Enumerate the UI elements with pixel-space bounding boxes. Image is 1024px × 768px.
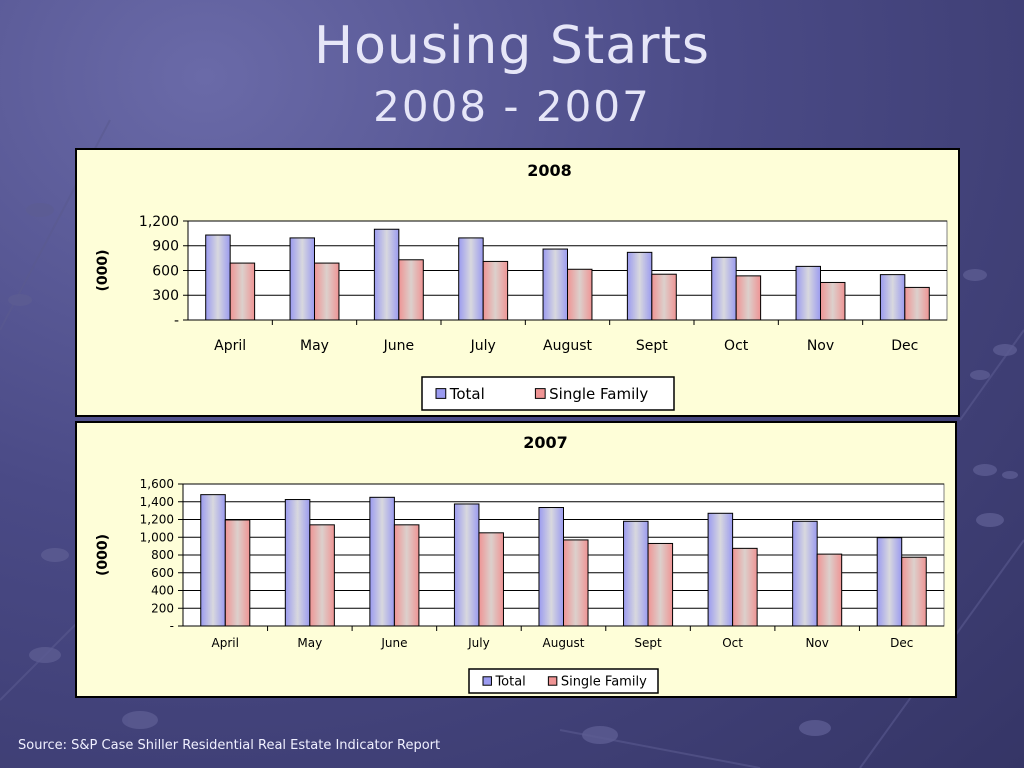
x-tick-label: Sept: [634, 636, 662, 650]
chart-panel-2008: 2008 - 300 600 900 1,200 (000) April May June July…: [75, 148, 960, 417]
x-tick-label: Dec: [891, 338, 918, 354]
legend-label-single-family: Single Family: [561, 675, 647, 690]
legend-swatch-total: [435, 388, 447, 399]
y-tick-label: 400: [151, 584, 174, 598]
bar-single-family: [563, 539, 589, 627]
bar-total: [792, 520, 818, 627]
y-tick-label: 1,200: [139, 214, 179, 230]
x-tick-label: August: [543, 338, 593, 354]
legend-swatch-single-family: [534, 388, 546, 399]
y-tick-label: 200: [151, 601, 174, 615]
bar-total: [626, 251, 653, 321]
x-tick-label: May: [297, 636, 322, 650]
bar-total: [711, 256, 737, 321]
bar-single-family: [398, 259, 424, 321]
bar-total: [542, 248, 569, 321]
bar-total: [795, 265, 822, 321]
bar-single-family: [647, 542, 674, 627]
bar-single-family: [904, 286, 930, 321]
bar-total: [369, 496, 395, 627]
x-tick-label: Oct: [722, 636, 743, 650]
bar-single-family: [651, 273, 677, 321]
chart-2008: 2008 - 300 600 900 1,200 (000) April May June July…: [95, 161, 948, 411]
bar-total: [200, 494, 226, 627]
bar-single-family: [816, 553, 843, 627]
bar-single-family: [482, 260, 509, 321]
x-tick-label: Nov: [805, 636, 828, 650]
legend-label-total: Total: [449, 385, 485, 403]
y-tick-label: 300: [152, 288, 179, 304]
bar-single-family: [393, 524, 420, 627]
bar-total: [876, 537, 903, 627]
y-tick-label: 600: [152, 263, 179, 279]
y-tick-label: 1,400: [140, 495, 174, 509]
y-tick-label: 1,600: [140, 477, 174, 491]
y-tick-label: 600: [151, 566, 174, 580]
chart-2007: 2007 - 200 400 600 800 1,000 1,200 1,400 1,600 (00…: [95, 433, 945, 694]
y-tick-label: 900: [152, 239, 179, 255]
chart-title: 2008: [527, 161, 572, 180]
x-tick-label: June: [380, 636, 407, 650]
y-axis-label: (000): [95, 249, 111, 291]
source-note: Source: S&P Case Shiller Residential Rea…: [18, 738, 441, 753]
legend: [468, 668, 659, 694]
bar-total: [289, 237, 316, 321]
bar-total: [538, 507, 564, 627]
y-tick-label: 1,000: [140, 530, 174, 544]
bar-single-family: [735, 275, 762, 321]
bar-single-family: [567, 268, 593, 321]
x-tick-label: July: [470, 338, 496, 354]
legend-swatch-total: [482, 676, 492, 686]
x-tick-label: Dec: [890, 636, 913, 650]
bar-single-family: [224, 519, 251, 627]
bar-total: [707, 512, 734, 627]
bar-total: [879, 274, 906, 321]
y-axis-label: (000): [95, 534, 111, 576]
bar-total: [373, 228, 400, 321]
y-tick-label: -: [174, 313, 179, 329]
x-tick-label: Oct: [724, 338, 749, 354]
chart-title: 2007: [523, 433, 568, 452]
bar-single-family: [478, 532, 504, 627]
x-tick-label: Nov: [807, 338, 834, 354]
legend-label-single-family: Single Family: [549, 385, 648, 403]
x-tick-label: Sept: [636, 338, 668, 354]
bar-single-family: [732, 547, 758, 627]
slide-title: Housing Starts: [313, 16, 711, 76]
y-tick-label: 1,200: [140, 513, 174, 527]
bar-single-family: [309, 524, 335, 627]
bar-single-family: [820, 281, 846, 321]
bar-total: [205, 234, 231, 321]
x-tick-label: August: [543, 636, 585, 650]
chart-panel-2007: 2007 - 200 400 600 800 1,000 1,200 1,400 1,600 (00…: [75, 421, 957, 698]
bar-single-family: [229, 262, 256, 321]
y-tick-label: -: [170, 619, 174, 633]
y-tick-label: 800: [151, 548, 174, 562]
slide-subtitle: 2008 - 2007: [373, 82, 651, 131]
bar-total: [284, 499, 311, 627]
x-tick-label: June: [383, 338, 415, 354]
bar-single-family: [314, 262, 340, 321]
bar-total: [623, 520, 649, 627]
bar-total: [458, 237, 484, 321]
x-tick-label: May: [300, 338, 329, 354]
x-tick-label: July: [467, 636, 490, 650]
x-tick-label: April: [214, 338, 246, 354]
legend: [421, 376, 675, 411]
bar-total: [453, 503, 480, 627]
bar-single-family: [901, 556, 927, 627]
legend-label-total: Total: [494, 675, 525, 690]
legend-swatch-single-family: [547, 676, 558, 686]
x-tick-label: April: [212, 636, 239, 650]
